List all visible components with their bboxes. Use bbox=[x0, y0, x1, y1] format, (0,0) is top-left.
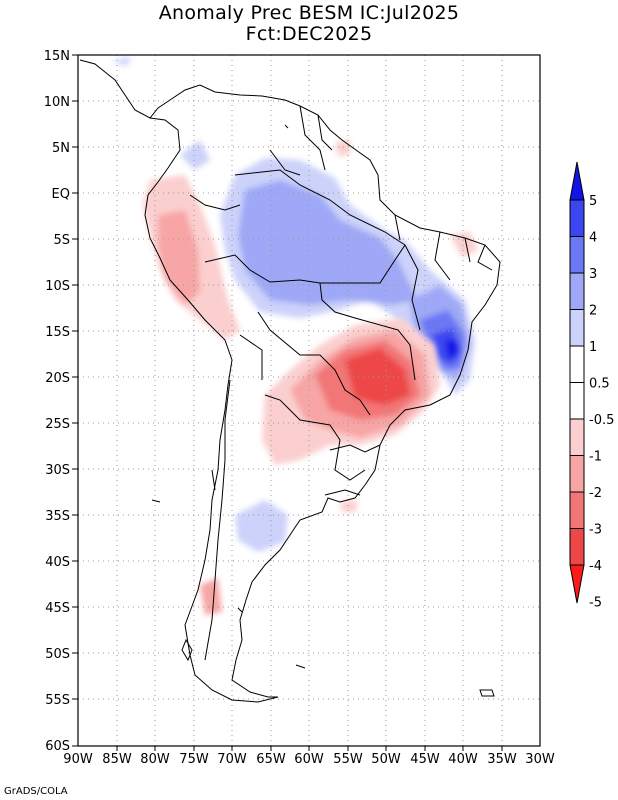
lat-label: 55S bbox=[45, 693, 70, 708]
colorbar-label: -3 bbox=[589, 523, 602, 538]
colorbar-label: 0.5 bbox=[589, 377, 610, 392]
map-subtitle: Fct:DEC2025 bbox=[245, 23, 373, 45]
lat-label: 50S bbox=[45, 647, 70, 662]
colorbar-segment bbox=[569, 199, 585, 237]
lat-label: EQ bbox=[52, 187, 70, 202]
lat-label: 20S bbox=[45, 371, 70, 386]
lon-label: 85W bbox=[102, 752, 132, 767]
colorbar-label: 1 bbox=[589, 340, 597, 355]
lon-label: 45W bbox=[410, 752, 440, 767]
colorbar-cap-top bbox=[569, 161, 585, 201]
credit-label: GrADS/COLA bbox=[4, 786, 68, 797]
colorbar-label: 2 bbox=[589, 304, 597, 319]
lon-label: 75W bbox=[179, 752, 209, 767]
lat-label: 15N bbox=[44, 49, 70, 64]
colorbar-label: 3 bbox=[589, 267, 597, 282]
lon-label: 50W bbox=[371, 752, 401, 767]
longitude-labels: 90W 85W 80W 75W 70W 65W 60W 55W 50W 45W … bbox=[63, 752, 555, 767]
lat-label: 45S bbox=[45, 601, 70, 616]
lat-label: 10S bbox=[45, 279, 70, 294]
colorbar-segment bbox=[569, 382, 585, 420]
lat-label: 5N bbox=[52, 141, 70, 156]
lon-label: 60W bbox=[294, 752, 324, 767]
positive-anomaly-areas bbox=[112, 56, 475, 552]
lat-label: 40S bbox=[45, 555, 70, 570]
colorbar-label: -4 bbox=[589, 559, 602, 574]
lon-label: 40W bbox=[448, 752, 478, 767]
colorbar-segment bbox=[569, 528, 585, 566]
colorbar-segment bbox=[569, 236, 585, 274]
negative-anomaly-areas bbox=[143, 140, 478, 615]
colorbar-segment bbox=[569, 345, 585, 383]
colorbar: 5 4 3 2 1 0.5 -0.5 -1 -2 -3 -4 -5 bbox=[569, 161, 614, 611]
lon-label: 35W bbox=[487, 752, 517, 767]
lat-ticks bbox=[72, 54, 78, 747]
colorbar-segment bbox=[569, 491, 585, 529]
islands bbox=[151, 124, 495, 697]
lat-label: 60S bbox=[45, 739, 70, 754]
colorbar-segment bbox=[569, 309, 585, 347]
lon-label: 30W bbox=[525, 752, 555, 767]
colorbar-label: -1 bbox=[589, 450, 602, 465]
lat-label: 25S bbox=[45, 417, 70, 432]
colorbar-segment bbox=[569, 455, 585, 493]
lat-label: 5S bbox=[53, 233, 70, 248]
continent-outline bbox=[79, 59, 501, 703]
graticule bbox=[78, 55, 540, 746]
colorbar-label: 5 bbox=[589, 194, 597, 209]
lon-label: 55W bbox=[333, 752, 363, 767]
lon-label: 80W bbox=[140, 752, 170, 767]
colorbar-label: -2 bbox=[589, 486, 602, 501]
lon-label: 90W bbox=[63, 752, 93, 767]
lon-label: 65W bbox=[256, 752, 286, 767]
lon-label: 70W bbox=[217, 752, 247, 767]
colorbar-segment bbox=[569, 272, 585, 310]
colorbar-label: -5 bbox=[589, 596, 602, 611]
colorbar-label: 4 bbox=[589, 231, 597, 246]
map-title: Anomaly Prec BESM IC:Jul2025 bbox=[158, 2, 460, 24]
lat-label: 10N bbox=[44, 95, 70, 110]
lat-label: 30S bbox=[45, 463, 70, 478]
colorbar-cap-bottom bbox=[569, 564, 585, 604]
lat-label: 35S bbox=[45, 509, 70, 524]
latitude-labels: 15N 10N 5N EQ 5S 10S 15S 20S 25S 30S 35S… bbox=[44, 49, 70, 754]
colorbar-segment bbox=[569, 418, 585, 456]
lon-ticks bbox=[116, 746, 503, 751]
lat-label: 15S bbox=[45, 325, 70, 340]
colorbar-label: -0.5 bbox=[589, 413, 614, 428]
